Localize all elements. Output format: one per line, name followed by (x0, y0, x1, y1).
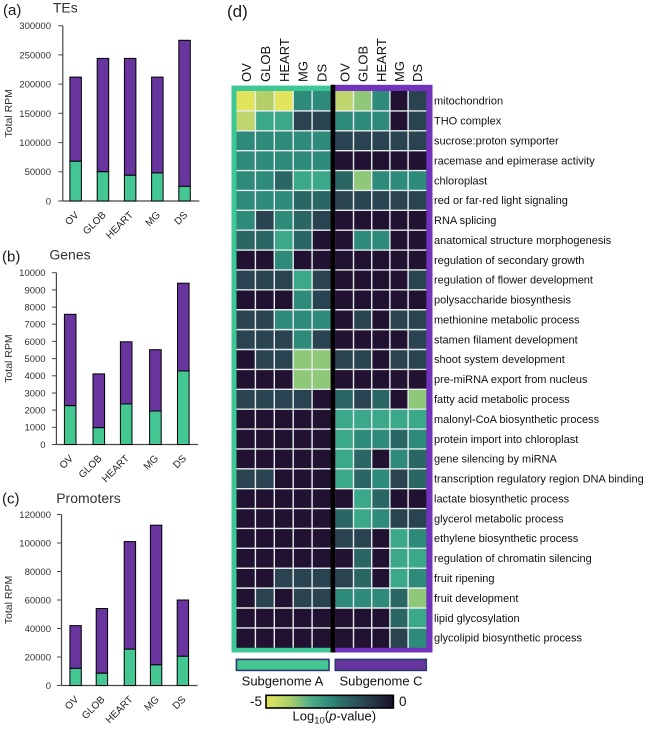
svg-text:shoot system development: shoot system development (434, 354, 565, 366)
svg-text:(a): (a) (3, 2, 21, 19)
svg-text:OV: OV (337, 63, 352, 82)
svg-text:1000: 1000 (24, 423, 45, 434)
svg-text:fruit ripening: fruit ripening (434, 573, 495, 585)
svg-text:protein import into chloroplas: protein import into chloroplast (434, 434, 578, 446)
svg-text:(c): (c) (2, 491, 20, 508)
svg-text:120000: 120000 (19, 510, 51, 521)
svg-text:racemase and epimerase activit: racemase and epimerase activity (434, 155, 595, 167)
svg-text:6000: 6000 (24, 337, 45, 348)
svg-text:gene silencing by miRNA: gene silencing by miRNA (434, 454, 558, 466)
svg-text:glycolipid biosynthetic proces: glycolipid biosynthetic process (434, 633, 582, 645)
svg-text:100000: 100000 (19, 538, 51, 549)
svg-text:300000: 300000 (19, 21, 51, 32)
svg-text:DS: DS (315, 64, 330, 82)
svg-text:regulation of flower developme: regulation of flower development (434, 275, 593, 287)
svg-text:Log10(p-value): Log10(p-value) (293, 709, 377, 727)
svg-text:MG: MG (392, 61, 407, 82)
svg-text:50000: 50000 (25, 167, 51, 178)
svg-text:4000: 4000 (24, 371, 45, 382)
svg-text:(d): (d) (227, 2, 248, 21)
svg-text:Promoters: Promoters (56, 490, 121, 506)
svg-text:150000: 150000 (19, 109, 51, 120)
svg-text:pre-miRNA export from nucleus: pre-miRNA export from nucleus (434, 374, 588, 386)
svg-text:10000: 10000 (19, 268, 45, 279)
svg-text:0: 0 (399, 694, 407, 709)
svg-text:2000: 2000 (24, 406, 45, 417)
svg-text:DS: DS (410, 64, 425, 82)
svg-text:80000: 80000 (25, 567, 51, 578)
svg-text:malonyl-CoA biosynthetic proce: malonyl-CoA biosynthetic process (434, 414, 600, 426)
svg-text:250000: 250000 (19, 50, 51, 61)
svg-text:glycerol metabolic process: glycerol metabolic process (434, 513, 564, 525)
svg-text:(b): (b) (2, 249, 20, 266)
svg-text:8000: 8000 (24, 303, 45, 314)
svg-text:HEART: HEART (277, 38, 292, 82)
svg-text:transcription regulatory regio: transcription regulatory region DNA bind… (434, 474, 644, 486)
svg-text:HEART: HEART (374, 38, 389, 82)
svg-text:Genes: Genes (49, 247, 90, 263)
svg-text:0: 0 (46, 196, 51, 207)
svg-text:Subgenome C: Subgenome C (339, 674, 422, 689)
svg-text:red or far-red light signaling: red or far-red light signaling (434, 195, 568, 207)
svg-text:THO complex: THO complex (434, 116, 502, 128)
svg-text:40000: 40000 (25, 624, 51, 635)
svg-text:regulation of chromatin silenc: regulation of chromatin silencing (434, 553, 592, 565)
svg-text:stamen filament development: stamen filament development (434, 334, 578, 346)
svg-text:20000: 20000 (25, 652, 51, 663)
svg-text:9000: 9000 (24, 285, 45, 296)
svg-text:OV: OV (239, 63, 254, 82)
svg-text:0: 0 (40, 440, 45, 451)
svg-text:0: 0 (46, 681, 51, 692)
svg-text:60000: 60000 (25, 595, 51, 606)
svg-text:Total RPM: Total RPM (3, 576, 15, 624)
svg-text:RNA splicing: RNA splicing (434, 215, 496, 227)
svg-text:lactate biosynthetic process: lactate biosynthetic process (434, 493, 570, 505)
svg-text:fatty acid metabolic process: fatty acid metabolic process (434, 394, 570, 406)
svg-text:Subgenome A: Subgenome A (242, 674, 324, 689)
svg-text:chloroplast: chloroplast (434, 175, 487, 187)
svg-text:GLOB: GLOB (258, 46, 273, 82)
svg-text:7000: 7000 (24, 320, 45, 331)
svg-text:Total RPM: Total RPM (3, 334, 15, 382)
svg-text:fruit development: fruit development (434, 593, 518, 605)
svg-text:Total RPM: Total RPM (3, 89, 15, 137)
svg-text:regulation of secondary growth: regulation of secondary growth (434, 255, 584, 267)
svg-text:3000: 3000 (24, 388, 45, 399)
svg-text:lipid glycosylation: lipid glycosylation (434, 613, 520, 625)
svg-text:5000: 5000 (24, 354, 45, 365)
svg-text:100000: 100000 (19, 138, 51, 149)
svg-text:-5: -5 (250, 694, 262, 709)
svg-text:MG: MG (296, 61, 311, 82)
svg-text:GLOB: GLOB (356, 46, 371, 82)
svg-text:ethylene biosynthetic process: ethylene biosynthetic process (434, 533, 579, 545)
svg-text:anatomical structure morphogen: anatomical structure morphogenesis (434, 235, 612, 247)
svg-text:200000: 200000 (19, 80, 51, 91)
svg-text:sucrose:proton symporter: sucrose:proton symporter (434, 136, 559, 148)
svg-text:TEs: TEs (53, 0, 78, 16)
svg-text:mitochondrion: mitochondrion (434, 96, 503, 108)
svg-text:polysaccharide biosynthesis: polysaccharide biosynthesis (434, 295, 571, 307)
svg-text:methionine metabolic process: methionine metabolic process (434, 315, 580, 327)
